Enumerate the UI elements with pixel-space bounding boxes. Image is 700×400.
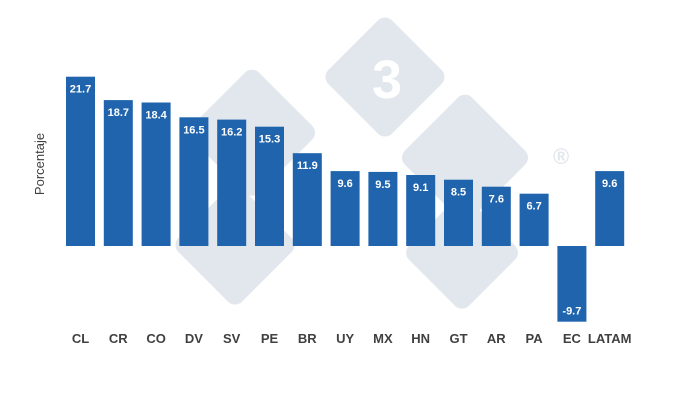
bar-pa — [519, 193, 549, 246]
watermark-trademark: ® — [553, 144, 569, 169]
data-label-cr: 18.7 — [108, 107, 129, 119]
bar-hn — [406, 175, 436, 246]
data-label-co: 18.4 — [145, 110, 167, 122]
x-tick-label-co: CO — [146, 331, 166, 346]
bar-ec — [557, 246, 587, 322]
data-label-hn: 9.1 — [413, 182, 428, 194]
bar-pe — [255, 126, 284, 246]
x-tick-label-sv: SV — [223, 331, 241, 346]
bar-latam — [595, 171, 625, 246]
bar-dv — [179, 117, 209, 246]
data-label-uy: 9.6 — [337, 178, 352, 190]
x-tick-label-latam: LATAM — [588, 331, 632, 346]
data-label-ar: 7.6 — [489, 194, 504, 206]
x-tick-label-gt: GT — [449, 331, 467, 346]
data-label-br: 11.9 — [297, 160, 318, 172]
bar-cl — [66, 76, 95, 246]
watermark-digit: 3 — [372, 50, 402, 110]
x-tick-label-pe: PE — [261, 331, 279, 346]
x-tick-label-ar: AR — [487, 331, 506, 346]
bar-uy — [330, 171, 360, 246]
bars-group: 21.7 CL 18.7 CR 18.4 CO 16.5 DV 16.2 SV 15.3 PE 11.9… — [66, 76, 632, 346]
bar-gt — [444, 179, 473, 246]
data-label-gt: 8.5 — [451, 187, 466, 199]
data-label-mx: 9.5 — [375, 179, 390, 191]
data-label-pe: 15.3 — [259, 134, 280, 146]
bar-cr — [103, 100, 133, 246]
x-tick-label-pa: PA — [526, 331, 544, 346]
x-tick-label-dv: DV — [185, 331, 203, 346]
data-label-cl: 21.7 — [70, 84, 91, 96]
data-label-pa: 6.7 — [526, 201, 541, 213]
bar-co — [141, 102, 171, 246]
data-label-dv: 16.5 — [183, 124, 204, 136]
data-label-latam: 9.6 — [602, 178, 617, 190]
x-tick-label-cr: CR — [109, 331, 128, 346]
watermark-diamond-top — [325, 17, 445, 137]
x-tick-label-ec: EC — [563, 331, 582, 346]
bar-sv — [217, 119, 247, 246]
bar-br — [292, 153, 322, 246]
x-tick-label-br: BR — [298, 331, 317, 346]
x-tick-label-cl: CL — [72, 331, 89, 346]
x-tick-label-uy: UY — [336, 331, 354, 346]
bar-mx — [368, 171, 398, 246]
data-label-sv: 16.2 — [221, 127, 242, 139]
bar-ar — [481, 186, 511, 246]
y-axis-label: Porcentaje — [32, 133, 47, 195]
data-label-ec: -9.7 — [562, 306, 581, 318]
x-tick-label-hn: HN — [411, 331, 430, 346]
x-tick-label-mx: MX — [373, 331, 393, 346]
